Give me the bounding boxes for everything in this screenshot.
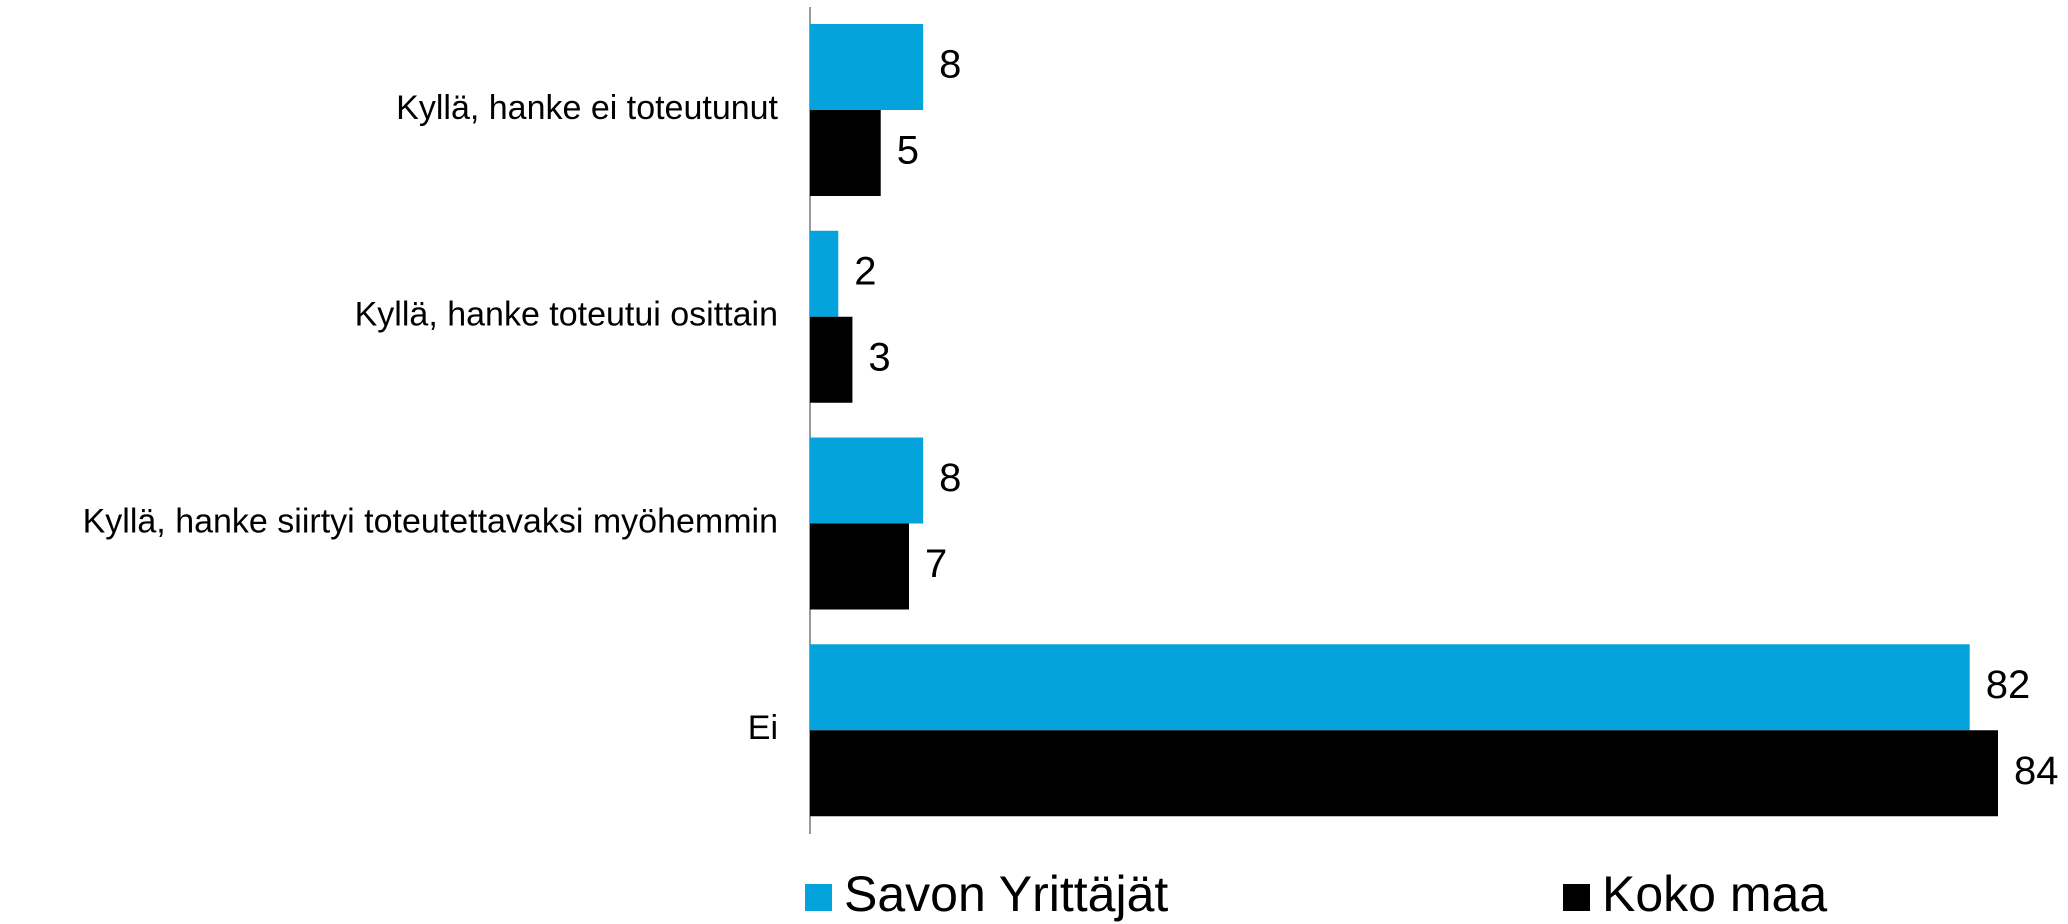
value-label: 84 [2014, 749, 2059, 793]
legend-label: Savon Yrittäjät [844, 866, 1168, 922]
value-label: 7 [925, 542, 947, 586]
category-label: Ei [748, 709, 778, 747]
category-label: Kyllä, hanke toteutui osittain [355, 296, 778, 334]
category-label: Kyllä, hanke ei toteutunut [396, 89, 778, 127]
value-label: 82 [1986, 663, 2031, 707]
bar [810, 24, 924, 110]
bar [810, 230, 839, 317]
category-label: Kyllä, hanke siirtyi toteutettavaksi myö… [83, 502, 778, 540]
value-label: 3 [868, 335, 890, 379]
value-label: 8 [939, 456, 961, 500]
value-label: 8 [939, 43, 961, 87]
legend-label: Koko maa [1602, 866, 1827, 922]
value-label: 5 [897, 129, 919, 173]
value-label: 2 [854, 249, 876, 293]
bar [810, 110, 881, 196]
legend-swatch [1563, 884, 1590, 911]
bar [810, 523, 909, 610]
bar [810, 730, 1998, 817]
bar [810, 316, 853, 403]
legend-swatch [805, 884, 832, 911]
bar [810, 644, 1970, 731]
bar [810, 437, 924, 524]
